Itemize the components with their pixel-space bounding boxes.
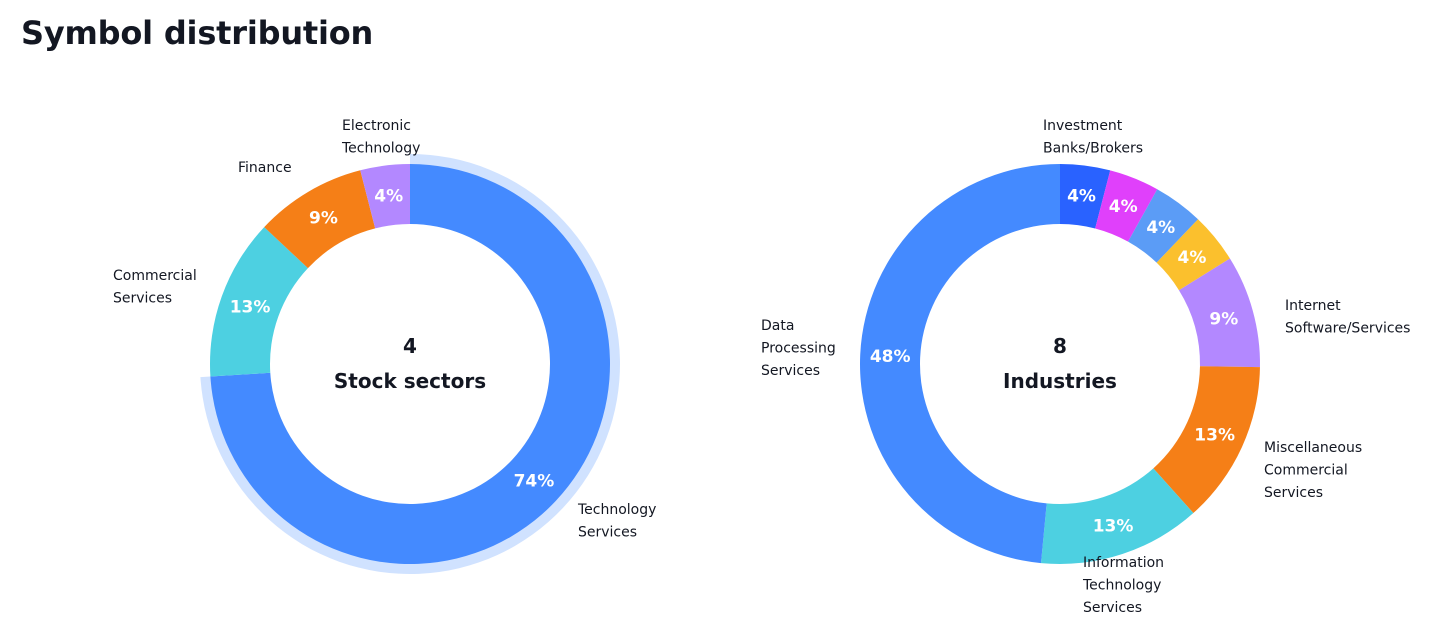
slice-percent-label-industries-2: 4% bbox=[1146, 218, 1175, 238]
pie-slice-industries-0[interactable] bbox=[1060, 164, 1111, 229]
pie-slice-industries-7[interactable] bbox=[860, 164, 1060, 564]
center-count-industries: 8 bbox=[1053, 334, 1067, 358]
pie-slice-industries-1[interactable] bbox=[1095, 170, 1158, 242]
page-title: Symbol distribution bbox=[21, 14, 374, 52]
center-label-industries: Industries bbox=[1003, 369, 1117, 393]
slice-category-label-sectors-3: Electronic Technology bbox=[341, 118, 420, 157]
slice-category-label-industries-0: Investment Banks/Brokers bbox=[1043, 118, 1143, 157]
pie-slice-sectors-1[interactable] bbox=[210, 227, 308, 377]
slice-category-label-industries-7: Data Processing Services bbox=[761, 318, 836, 379]
pie-slice-sectors-2[interactable] bbox=[264, 170, 376, 269]
slice-category-label-industries-4: Internet Software/Services bbox=[1285, 298, 1410, 337]
center-label-sectors: Stock sectors bbox=[334, 369, 486, 393]
slice-category-label-sectors-0: Technology Services bbox=[577, 502, 656, 541]
pie-slice-industries-5[interactable] bbox=[1153, 366, 1260, 514]
slice-percent-label-sectors-1: 13% bbox=[230, 297, 271, 317]
slice-percent-label-industries-6: 13% bbox=[1093, 517, 1134, 537]
slice-percent-label-industries-7: 48% bbox=[870, 347, 911, 367]
slice-percent-label-industries-4: 9% bbox=[1209, 310, 1238, 330]
pie-slice-sectors-0[interactable] bbox=[210, 164, 610, 565]
slice-percent-label-sectors-2: 9% bbox=[309, 209, 338, 229]
slice-category-label-industries-5: Miscellaneous Commercial Services bbox=[1264, 440, 1362, 501]
donut-chart-industries: 4%Investment Banks/Brokers4%4%4%9%Interne… bbox=[761, 118, 1410, 616]
pie-slice-sectors-3[interactable] bbox=[360, 164, 410, 229]
pie-slice-industries-3[interactable] bbox=[1156, 219, 1230, 291]
pie-slice-industries-4[interactable] bbox=[1178, 258, 1260, 368]
slice-percent-label-sectors-0: 74% bbox=[514, 471, 555, 491]
slice-percent-label-industries-1: 4% bbox=[1109, 197, 1138, 217]
center-count-sectors: 4 bbox=[403, 334, 417, 358]
slice-percent-label-sectors-3: 4% bbox=[374, 186, 403, 206]
pie-slice-industries-6[interactable] bbox=[1040, 468, 1194, 564]
pie-slice-industries-2[interactable] bbox=[1128, 189, 1199, 263]
slice-category-label-industries-6: Information Technology Services bbox=[1082, 555, 1164, 616]
slice-percent-label-industries-0: 4% bbox=[1067, 186, 1096, 206]
slice-category-label-sectors-2: Finance bbox=[238, 160, 292, 176]
slice-percent-label-industries-3: 4% bbox=[1178, 248, 1207, 268]
slice-category-label-sectors-1: Commercial Services bbox=[113, 268, 197, 307]
donut-chart-sectors: 74% Technology Services 13% Commercial Servic… bbox=[113, 118, 656, 574]
slice-percent-label-industries-5: 13% bbox=[1194, 426, 1235, 446]
